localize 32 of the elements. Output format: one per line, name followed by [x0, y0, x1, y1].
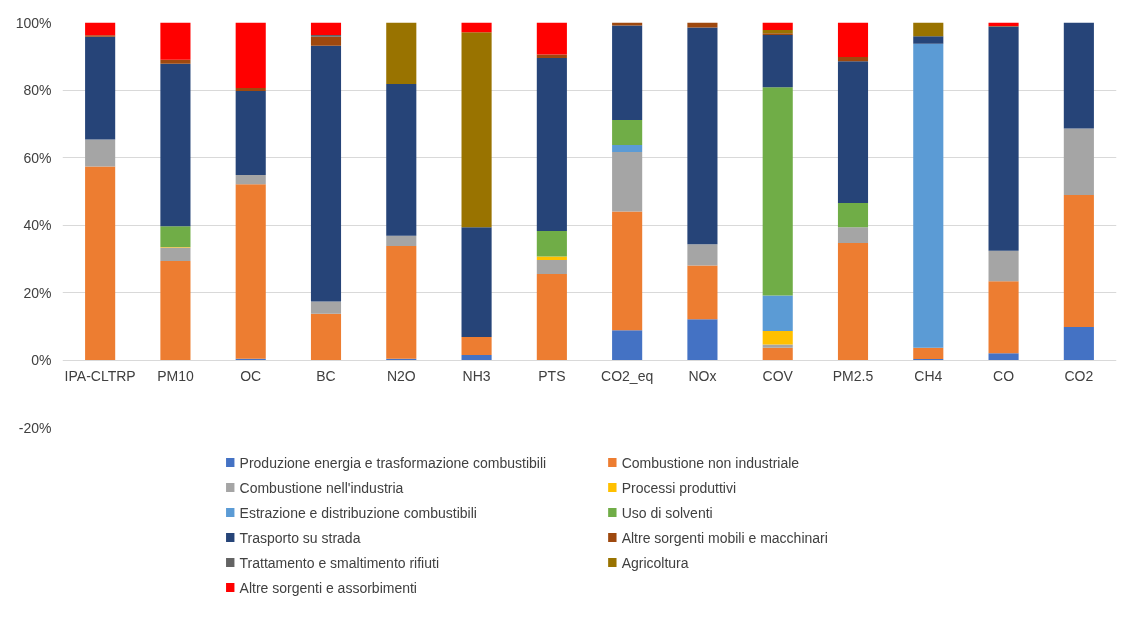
x-tick-label: CH4 [914, 368, 943, 384]
x-tick-label: PM2.5 [832, 368, 874, 384]
x-tick-label: PTS [538, 368, 566, 384]
x-tick-label: CO [993, 368, 1015, 384]
x-tick-label: PM10 [157, 368, 194, 384]
legend-label: Altre sorgenti mobili e macchinari [621, 529, 828, 546]
y-tick-label: -20% [18, 419, 52, 436]
y-tick-label: 100% [15, 14, 52, 31]
x-tick-label: NH3 [462, 368, 491, 384]
x-tick-label: COV [762, 368, 794, 384]
legend-label: Processi produttivi [621, 479, 737, 496]
x-tick-label: OC [240, 368, 262, 384]
x-tick-label: N2O [386, 368, 416, 384]
legend-label: Combustione nell'industria [239, 479, 404, 496]
y-tick-label: 0% [31, 352, 52, 368]
legend-label: Produzione energia e trasformazione combustibili [239, 454, 547, 471]
legend-label: Estrazione e distribuzione combustibili [239, 504, 477, 521]
x-tick-label: CO2 [1064, 368, 1094, 384]
legend-label: Trattamento e smaltimento rifiuti [239, 554, 440, 571]
legend-label: Altre sorgenti e assorbimenti [239, 579, 417, 596]
y-tick-label: 60% [23, 149, 52, 166]
x-tick-label: CO2_eq [601, 368, 654, 384]
legend-label: Trasporto su strada [239, 529, 361, 546]
legend-label: Combustione non industriale [621, 454, 800, 471]
x-tick-label: BC [316, 368, 336, 384]
legend-label: Agricoltura [621, 554, 689, 571]
y-tick-label: 40% [23, 217, 52, 233]
x-tick-label: NOx [688, 368, 717, 384]
legend-label: Uso di solventi [621, 504, 713, 521]
y-tick-label: 20% [23, 284, 52, 301]
x-tick-label: IPA-CLTRP [64, 368, 136, 384]
y-tick-label: 80% [23, 82, 52, 98]
